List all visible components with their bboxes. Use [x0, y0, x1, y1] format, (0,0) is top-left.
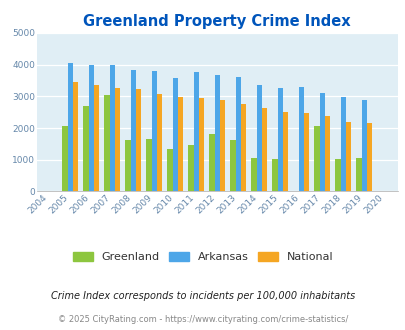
Bar [209, 134, 214, 191]
Bar [198, 98, 204, 191]
Bar [156, 94, 162, 191]
Bar [240, 104, 245, 191]
Text: © 2025 CityRating.com - https://www.cityrating.com/crime-statistics/: © 2025 CityRating.com - https://www.city… [58, 315, 347, 324]
Bar [298, 86, 303, 191]
Bar [235, 77, 240, 191]
Bar [256, 84, 261, 191]
Bar [340, 97, 345, 191]
Bar [261, 108, 266, 191]
Bar [356, 158, 361, 191]
Bar [115, 88, 120, 191]
Bar [219, 100, 224, 191]
Bar [366, 123, 371, 191]
Bar [172, 78, 177, 191]
Bar [335, 159, 340, 191]
Bar [313, 125, 319, 191]
Bar [94, 85, 99, 191]
Bar [230, 140, 235, 191]
Bar [188, 146, 193, 191]
Bar [282, 112, 288, 191]
Bar [72, 82, 78, 191]
Bar [151, 71, 156, 191]
Bar [67, 63, 72, 191]
Bar [135, 89, 141, 191]
Legend: Greenland, Arkansas, National: Greenland, Arkansas, National [68, 248, 337, 267]
Bar [272, 159, 277, 191]
Bar [62, 126, 67, 191]
Bar [324, 116, 329, 191]
Bar [345, 122, 350, 191]
Bar [214, 75, 219, 191]
Bar [130, 70, 135, 191]
Text: Crime Index corresponds to incidents per 100,000 inhabitants: Crime Index corresponds to incidents per… [51, 291, 354, 301]
Bar [319, 93, 324, 191]
Bar [146, 139, 151, 191]
Bar [83, 106, 88, 191]
Bar [125, 140, 130, 191]
Bar [251, 158, 256, 191]
Title: Greenland Property Crime Index: Greenland Property Crime Index [83, 14, 350, 29]
Bar [177, 97, 183, 191]
Bar [303, 113, 308, 191]
Bar [104, 95, 109, 191]
Bar [88, 65, 94, 191]
Bar [193, 72, 198, 191]
Bar [361, 100, 366, 191]
Bar [277, 88, 282, 191]
Bar [167, 149, 172, 191]
Bar [109, 65, 115, 191]
